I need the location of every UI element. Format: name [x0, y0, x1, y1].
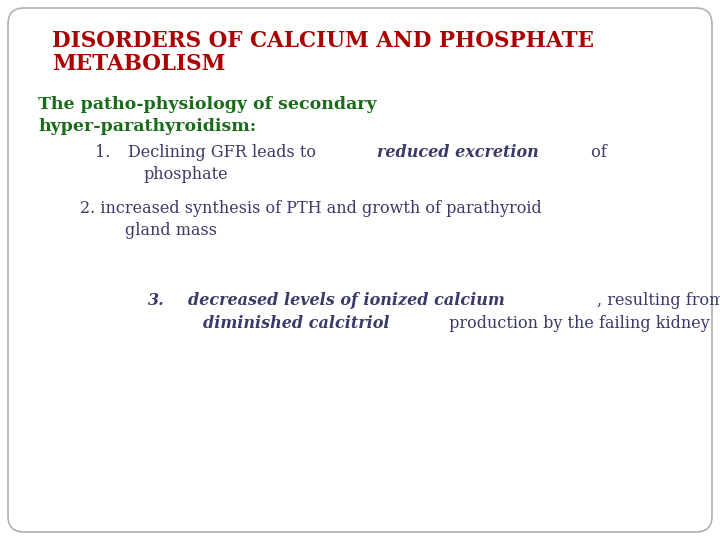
Text: The patho-physiology of secondary: The patho-physiology of secondary [38, 96, 377, 113]
Text: gland mass: gland mass [125, 222, 217, 239]
Text: production by the failing kidney: production by the failing kidney [444, 315, 709, 332]
FancyBboxPatch shape [8, 8, 712, 532]
Text: METABOLISM: METABOLISM [52, 53, 225, 75]
Text: phosphate: phosphate [143, 166, 228, 183]
Text: Declining GFR leads to: Declining GFR leads to [128, 144, 321, 161]
Text: decreased levels of ionized calcium: decreased levels of ionized calcium [188, 292, 505, 309]
Text: 2. increased synthesis of PTH and growth of parathyroid: 2. increased synthesis of PTH and growth… [80, 200, 541, 217]
Text: DISORDERS OF CALCIUM AND PHOSPHATE: DISORDERS OF CALCIUM AND PHOSPHATE [52, 30, 594, 52]
Text: 3.: 3. [148, 292, 165, 309]
Text: of: of [586, 144, 607, 161]
Text: reduced excretion: reduced excretion [377, 144, 539, 161]
Text: , resulting from: , resulting from [597, 292, 720, 309]
Text: diminished calcitriol: diminished calcitriol [203, 315, 390, 332]
Text: 1.: 1. [95, 144, 110, 161]
Text: hyper-parathyroidism:: hyper-parathyroidism: [38, 118, 256, 135]
